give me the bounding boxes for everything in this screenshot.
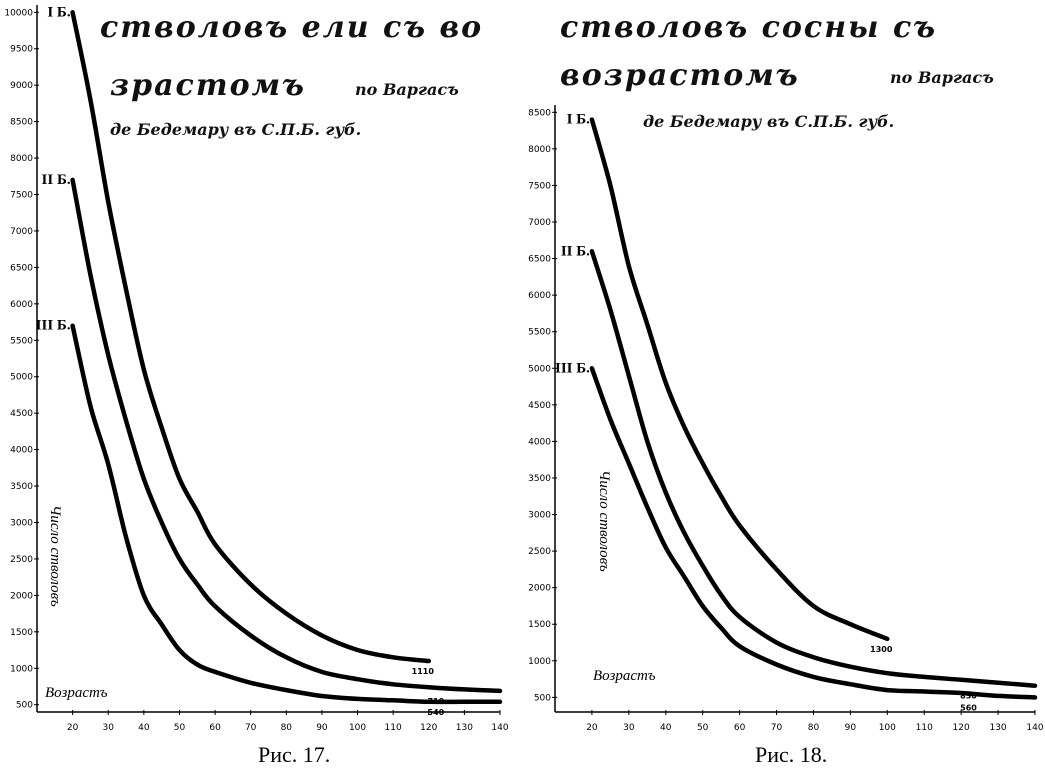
y-tick-label: 4000 — [528, 437, 551, 447]
y-tick-label: 3000 — [528, 511, 551, 521]
y-tick-label: 5000 — [528, 364, 551, 374]
x-tick-label: 140 — [491, 723, 508, 733]
x-tick-label: 50 — [697, 723, 709, 733]
y-tick-label: 2000 — [528, 584, 551, 594]
y-tick-label: 2000 — [10, 591, 33, 601]
series-end-label-1: 1110 — [412, 667, 435, 676]
series-line-1 — [589, 117, 890, 642]
y-tick-label: 4500 — [10, 409, 33, 419]
y-tick-label: 7500 — [528, 181, 551, 191]
chart-17-svg: 500 1000 1500 2000 2500 3000 3500 4000 4500 5000 5… — [4, 4, 508, 733]
y-tick-label: 3000 — [10, 518, 33, 528]
y-tick-label: 500 — [16, 701, 33, 711]
y-tick-label: 6000 — [10, 300, 33, 310]
chart-17-x-axis-label: Возрастъ — [45, 685, 108, 701]
y-tick-label: 2500 — [10, 555, 33, 565]
x-tick-label: 110 — [385, 723, 402, 733]
y-tick-label: 5500 — [528, 328, 551, 338]
x-tick-label: 130 — [456, 723, 473, 733]
chart-18-title-line-3: по Варгасъ — [890, 68, 994, 87]
x-tick-label: 90 — [316, 723, 328, 733]
figure-18: 500 1000 1500 2000 2500 3000 3500 4000 4500 5000 5… — [525, 0, 1045, 772]
series-end-label-3: 540 — [428, 708, 445, 717]
chart-18-svg: 500 1000 1500 2000 2500 3000 3500 4000 4500 5000 5… — [528, 105, 1044, 733]
x-tick-label: 130 — [989, 723, 1006, 733]
x-tick-label: 50 — [174, 723, 186, 733]
figure-17: 500 1000 1500 2000 2500 3000 3500 4000 4500 5000 5… — [0, 0, 520, 772]
x-tick-label: 30 — [623, 723, 635, 733]
series-label-3: III Б. — [36, 318, 71, 334]
x-tick-label: 110 — [916, 723, 933, 733]
y-tick-label: 8500 — [528, 108, 551, 118]
x-tick-label: 70 — [771, 723, 783, 733]
chart-17-y-axis-label: Число стволовъ — [47, 505, 63, 607]
chart-17-caption: Рис. 17. — [258, 742, 331, 767]
x-tick-label: 20 — [586, 723, 598, 733]
chart-17-title-line-1: стволовъ ели съ во — [100, 10, 484, 45]
y-tick-label: 2500 — [528, 547, 551, 557]
y-tick-label: 5500 — [10, 336, 33, 346]
x-tick-label: 60 — [734, 723, 746, 733]
x-tick-label: 30 — [103, 723, 115, 733]
chart-18-caption: Рис. 18. — [755, 742, 828, 767]
x-tick-label: 20 — [67, 723, 79, 733]
y-tick-label: 5000 — [10, 373, 33, 383]
x-tick-label: 60 — [209, 723, 221, 733]
y-tick-label: 6000 — [528, 291, 551, 301]
x-tick-label: 40 — [660, 723, 672, 733]
chart-18-title-line-2: возрастомъ — [560, 58, 800, 93]
series-label-1: I Б. — [47, 4, 71, 20]
x-tick-label: 100 — [879, 723, 896, 733]
x-tick-label: 120 — [953, 723, 970, 733]
series-end-label-1: 1300 — [870, 645, 893, 654]
y-tick-label: 3500 — [10, 482, 33, 492]
chart-18-x-axis-label: Возрастъ — [593, 668, 656, 684]
y-tick-label: 9000 — [10, 81, 33, 91]
series-line-1 — [70, 10, 432, 664]
series-line-2 — [70, 177, 503, 694]
y-tick-label: 10000 — [4, 8, 33, 18]
y-tick-label: 3500 — [528, 474, 551, 484]
chart-17-title-line-3: по Варгасъ — [355, 80, 459, 99]
series-line-3 — [70, 323, 503, 705]
y-tick-label: 9500 — [10, 45, 33, 55]
series-end-label-3: 560 — [960, 703, 977, 712]
x-tick-label: 40 — [138, 723, 150, 733]
y-tick-label: 7000 — [528, 218, 551, 228]
x-tick-label: 80 — [281, 723, 293, 733]
x-tick-label: 120 — [420, 723, 437, 733]
series-end-label-2: 830 — [960, 692, 977, 701]
x-tick-label: 100 — [349, 723, 366, 733]
y-tick-label: 8500 — [10, 118, 33, 128]
y-tick-label: 4000 — [10, 446, 33, 456]
chart-17-title-line-2: зрастомъ — [110, 68, 306, 103]
series-line-2 — [589, 249, 1038, 688]
y-tick-label: 8000 — [528, 145, 551, 155]
y-tick-label: 500 — [534, 693, 551, 703]
chart-17-title-line-4: де Бедемару въ С.П.Б. губ. — [110, 120, 362, 139]
chart-18-title-line-4: де Бедемару въ С.П.Б. губ. — [643, 112, 895, 131]
y-tick-label: 6500 — [10, 263, 33, 273]
series-label-1: I Б. — [567, 112, 591, 128]
series-label-3: III Б. — [555, 360, 590, 376]
series-line-3 — [589, 366, 1038, 700]
x-tick-label: 80 — [808, 723, 820, 733]
y-tick-label: 1000 — [10, 664, 33, 674]
series-label-2: II Б. — [42, 172, 71, 188]
y-tick-label: 6500 — [528, 255, 551, 265]
y-tick-label: 1000 — [528, 657, 551, 667]
x-tick-label: 70 — [245, 723, 257, 733]
y-tick-label: 7500 — [10, 191, 33, 201]
y-tick-label: 7000 — [10, 227, 33, 237]
y-tick-label: 4500 — [528, 401, 551, 411]
y-tick-label: 1500 — [10, 628, 33, 638]
y-tick-label: 8000 — [10, 154, 33, 164]
series-label-2: II Б. — [561, 243, 590, 259]
chart-18-y-axis-label: Число стволовъ — [596, 470, 612, 572]
chart-18-title-line-1: стволовъ сосны съ — [560, 10, 938, 45]
y-tick-label: 1500 — [528, 620, 551, 630]
x-tick-label: 140 — [1026, 723, 1043, 733]
x-tick-label: 90 — [845, 723, 857, 733]
